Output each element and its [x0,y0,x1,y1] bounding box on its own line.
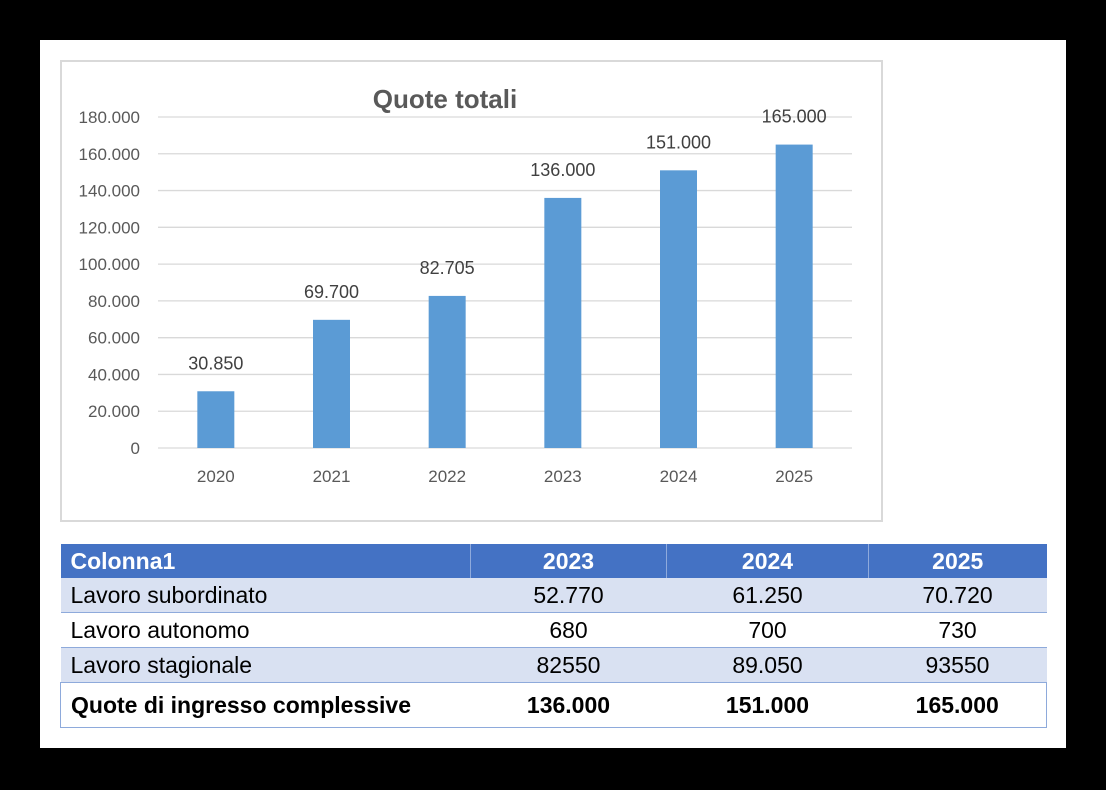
bar [544,197,582,448]
table-header-row: Colonna1 2023 2024 2025 [60,544,1047,578]
table-cell: 70.720 [868,578,1047,613]
bar [428,295,466,448]
data-label: 82.705 [420,258,475,278]
total-cell: 136.000 [470,682,667,728]
bar [197,391,235,448]
total-label: Quote di ingresso complessive [60,682,471,728]
row-label: Lavoro subordinato [60,578,471,613]
bar [660,170,697,449]
table-cell: 93550 [868,647,1047,683]
x-tick-label: 2020 [197,467,235,486]
total-row: Quote di ingresso complessive 136.000 15… [60,682,1047,728]
bar [313,319,350,448]
data-label: 165.000 [762,107,827,127]
bar-chart: Quote totali 0 20.000 40.000 60.000 80.000 10… [79,84,852,486]
table-cell: 730 [868,612,1047,648]
row-label: Lavoro stagionale [60,647,471,683]
table-cell: 680 [470,612,667,648]
total-cell: 165.000 [868,682,1047,728]
table-cell: 61.250 [666,578,869,613]
x-tick-label: 2023 [544,467,582,486]
table-cell: 82550 [470,647,667,683]
data-label: 136.000 [530,160,595,180]
y-tick-label: 140.000 [79,182,140,201]
quota-table: Colonna1 2023 2024 2025 Lavoro subordina… [60,544,1047,728]
y-tick-label: 20.000 [88,402,140,421]
y-tick-label: 120.000 [79,218,140,237]
y-tick-label: 60.000 [88,329,140,348]
y-tick-label: 40.000 [88,365,140,384]
x-tick-label: 2024 [660,467,698,486]
column-header: 2025 [868,544,1047,578]
table-row: Lavoro stagionale 82550 89.050 93550 [60,647,1047,683]
bar [775,144,813,448]
data-label: 151.000 [646,132,711,152]
table-row: Lavoro subordinato 52.770 61.250 70.720 [60,578,1047,613]
y-tick-label: 100.000 [79,255,140,274]
data-label: 69.700 [304,282,359,302]
table-cell: 700 [666,612,869,648]
y-tick-label: 160.000 [79,145,140,164]
table-row: Lavoro autonomo 680 700 730 [60,612,1047,648]
chart-title: Quote totali [373,84,517,114]
table-cell: 89.050 [666,647,869,683]
x-tick-label: 2025 [775,467,813,486]
table-cell: 52.770 [470,578,667,613]
data-label: 30.850 [188,353,243,373]
column-header: 2024 [666,544,869,578]
chart-container: Quote totali 0 20.000 40.000 60.000 80.000 10… [60,60,883,522]
total-cell: 151.000 [666,682,869,728]
x-tick-label: 2021 [313,467,351,486]
row-label: Lavoro autonomo [60,612,471,648]
y-tick-label: 0 [131,439,140,458]
y-tick-label: 180.000 [79,108,140,127]
document-sheet: Quote totali 0 20.000 40.000 60.000 80.000 10… [40,40,1066,748]
column-header: Colonna1 [60,544,471,578]
y-tick-label: 80.000 [88,292,140,311]
x-tick-label: 2022 [428,467,466,486]
column-header: 2023 [470,544,667,578]
